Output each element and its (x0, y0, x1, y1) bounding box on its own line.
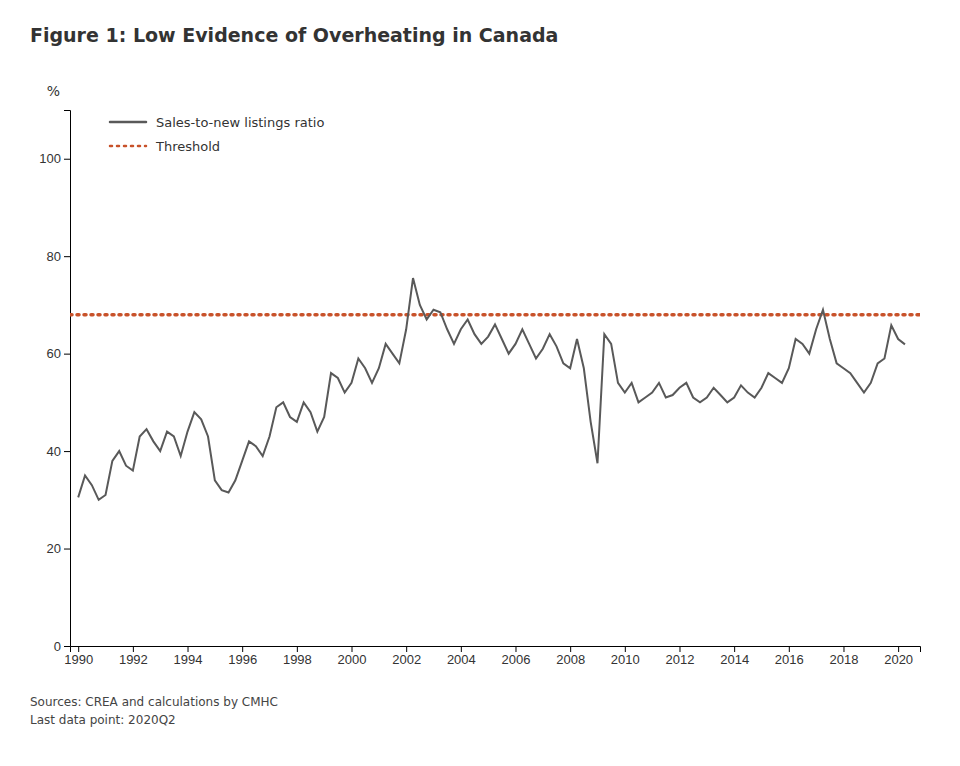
tick-label: 2004 (447, 652, 476, 667)
legend-label: Threshold (155, 139, 220, 154)
tick-mark (242, 646, 243, 652)
tick: 1992 (119, 646, 148, 667)
tick-label: 2020 (884, 652, 913, 667)
tick-label: 2000 (338, 652, 367, 667)
tick: 40 (47, 444, 70, 459)
chart: Figure 1: Low Evidence of Overheating in… (0, 0, 960, 766)
tick-mark (406, 646, 407, 652)
tick-label: 2010 (611, 652, 640, 667)
tick-label: 2012 (666, 652, 695, 667)
tick: 2000 (338, 646, 367, 667)
tick: 60 (47, 346, 70, 361)
tick: 80 (47, 249, 70, 264)
tick: 100 (39, 151, 70, 166)
tick-label: 20 (47, 541, 61, 556)
tick-mark (352, 646, 353, 652)
tick: 1998 (283, 646, 312, 667)
tick: 2012 (666, 646, 695, 667)
axis-line (71, 647, 921, 653)
tick: 2002 (392, 646, 421, 667)
legend-swatch (110, 121, 146, 124)
tick: 2016 (775, 646, 804, 667)
tick-label: 1992 (119, 652, 148, 667)
axis-line (64, 111, 71, 647)
tick-label: 1994 (174, 652, 203, 667)
source: Sources: CREA and calculations by CMHC La… (30, 695, 278, 727)
legend-entry: Sales-to-new listings ratio (110, 115, 324, 130)
plot-area (70, 278, 920, 500)
tick: 2004 (447, 646, 476, 667)
tick-label: 40 (47, 444, 61, 459)
tick-mark (625, 646, 626, 652)
tick-mark (789, 646, 790, 652)
legend-entry: Threshold (110, 139, 220, 154)
tick: 2014 (720, 646, 749, 667)
tick: 2006 (502, 646, 531, 667)
tick-mark (734, 646, 735, 652)
tick-mark (64, 159, 70, 160)
tick-label: 2014 (720, 652, 749, 667)
tick-label: 1990 (64, 652, 93, 667)
source-text: Last data point: 2020Q2 (30, 713, 176, 727)
tick-mark (515, 646, 516, 652)
tick: 2020 (884, 646, 913, 667)
y-axis-label: % (47, 83, 60, 99)
tick-mark (64, 646, 70, 647)
tick-mark (64, 256, 70, 257)
tick-label: 100 (39, 151, 61, 166)
tick-label: 2018 (830, 652, 859, 667)
tick-mark (297, 646, 298, 652)
tick-mark (64, 451, 70, 452)
legend-label: Sales-to-new listings ratio (156, 115, 324, 130)
tick-mark (78, 646, 79, 652)
tick-mark (570, 646, 571, 652)
tick-label: 2002 (392, 652, 421, 667)
tick-mark (898, 646, 899, 652)
y-axis: 0 20 40 60 80 100 (39, 111, 70, 654)
tick: 2008 (556, 646, 585, 667)
tick-label: 2006 (502, 652, 531, 667)
tick-mark (843, 646, 844, 652)
tick: 2010 (611, 646, 640, 667)
tick-label: 2016 (775, 652, 804, 667)
tick-label: 60 (47, 346, 61, 361)
tick-label: 80 (47, 249, 61, 264)
tick-label: 1998 (283, 652, 312, 667)
tick-mark (461, 646, 462, 652)
tick-label: 0 (54, 639, 61, 654)
tick-mark (133, 646, 134, 652)
tick-mark (679, 646, 680, 652)
tick-label: 1996 (228, 652, 257, 667)
tick-mark (188, 646, 189, 652)
legend-swatch (110, 145, 146, 148)
tick: 1996 (228, 646, 257, 667)
source-text: Sources: CREA and calculations by CMHC (30, 695, 278, 709)
tick-mark (64, 549, 70, 550)
title: Figure 1: Low Evidence of Overheating in… (30, 24, 558, 46)
tick: 1990 (64, 646, 93, 667)
tick: 0 (54, 639, 70, 654)
tick: 2018 (830, 646, 859, 667)
series-line (78, 278, 905, 500)
threshold-line (70, 313, 920, 317)
tick-mark (64, 354, 70, 355)
legend: Sales-to-new listings ratio Threshold (110, 115, 324, 154)
x-axis: 1990 1992 1994 1996 1998 2000 2002 2004 2006 2008… (64, 646, 920, 667)
tick-label: 2008 (556, 652, 585, 667)
tick: 1994 (174, 646, 203, 667)
tick: 20 (47, 541, 70, 556)
